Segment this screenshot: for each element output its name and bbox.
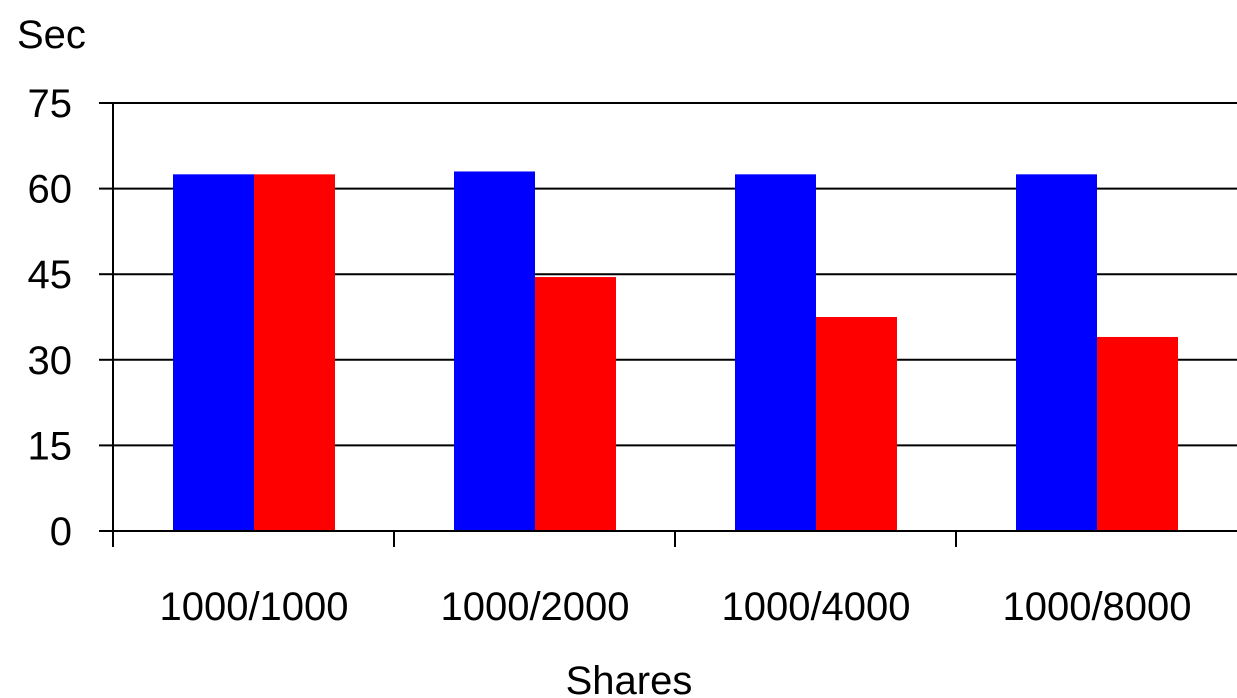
bars <box>173 171 1178 532</box>
x-tick-label: 1000/2000 <box>440 585 629 629</box>
bar-series1-1000-1000 <box>173 174 254 532</box>
y-tick-label: 0 <box>50 510 72 554</box>
x-tick-label: 1000/1000 <box>159 585 348 629</box>
x-tick-labels: 1000/1000 1000/2000 1000/4000 1000/8000 <box>159 585 1191 629</box>
y-tick-labels: 0 15 30 45 60 75 <box>28 82 73 554</box>
bar-series1-1000-4000 <box>735 174 816 532</box>
y-tick-label: 60 <box>28 168 73 212</box>
y-tick-label: 30 <box>28 339 73 383</box>
y-tick-label: 15 <box>28 424 73 468</box>
axes <box>99 102 1237 547</box>
y-tick-label: 45 <box>28 253 73 297</box>
bar-series2-1000-1000 <box>254 174 335 532</box>
bar-series2-1000-2000 <box>535 277 616 531</box>
y-axis-title: Sec <box>17 13 86 57</box>
bar-series1-1000-2000 <box>454 171 535 532</box>
bar-series1-1000-8000 <box>1016 174 1097 532</box>
bar-series2-1000-8000 <box>1097 336 1178 531</box>
x-tick-label: 1000/8000 <box>1002 585 1191 629</box>
bar-series2-1000-4000 <box>816 317 897 531</box>
x-tick-label: 1000/4000 <box>721 585 910 629</box>
y-tick-label: 75 <box>28 82 73 126</box>
x-axis-title: Shares <box>566 659 693 698</box>
